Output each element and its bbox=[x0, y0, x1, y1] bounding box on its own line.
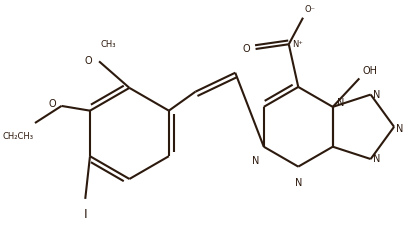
Text: OH: OH bbox=[362, 66, 377, 76]
Text: N⁺: N⁺ bbox=[292, 40, 303, 49]
Text: N: N bbox=[373, 90, 380, 100]
Text: N: N bbox=[294, 178, 302, 188]
Text: I: I bbox=[83, 208, 87, 221]
Text: N: N bbox=[373, 154, 380, 164]
Text: N: N bbox=[252, 156, 260, 166]
Text: CH₃: CH₃ bbox=[101, 40, 117, 49]
Text: O⁻: O⁻ bbox=[305, 5, 316, 14]
Text: O: O bbox=[242, 44, 250, 54]
Text: N: N bbox=[396, 124, 403, 134]
Text: CH₂CH₃: CH₂CH₃ bbox=[2, 133, 33, 141]
Text: O: O bbox=[85, 56, 92, 66]
Text: O: O bbox=[48, 99, 56, 109]
Text: N: N bbox=[337, 98, 344, 108]
